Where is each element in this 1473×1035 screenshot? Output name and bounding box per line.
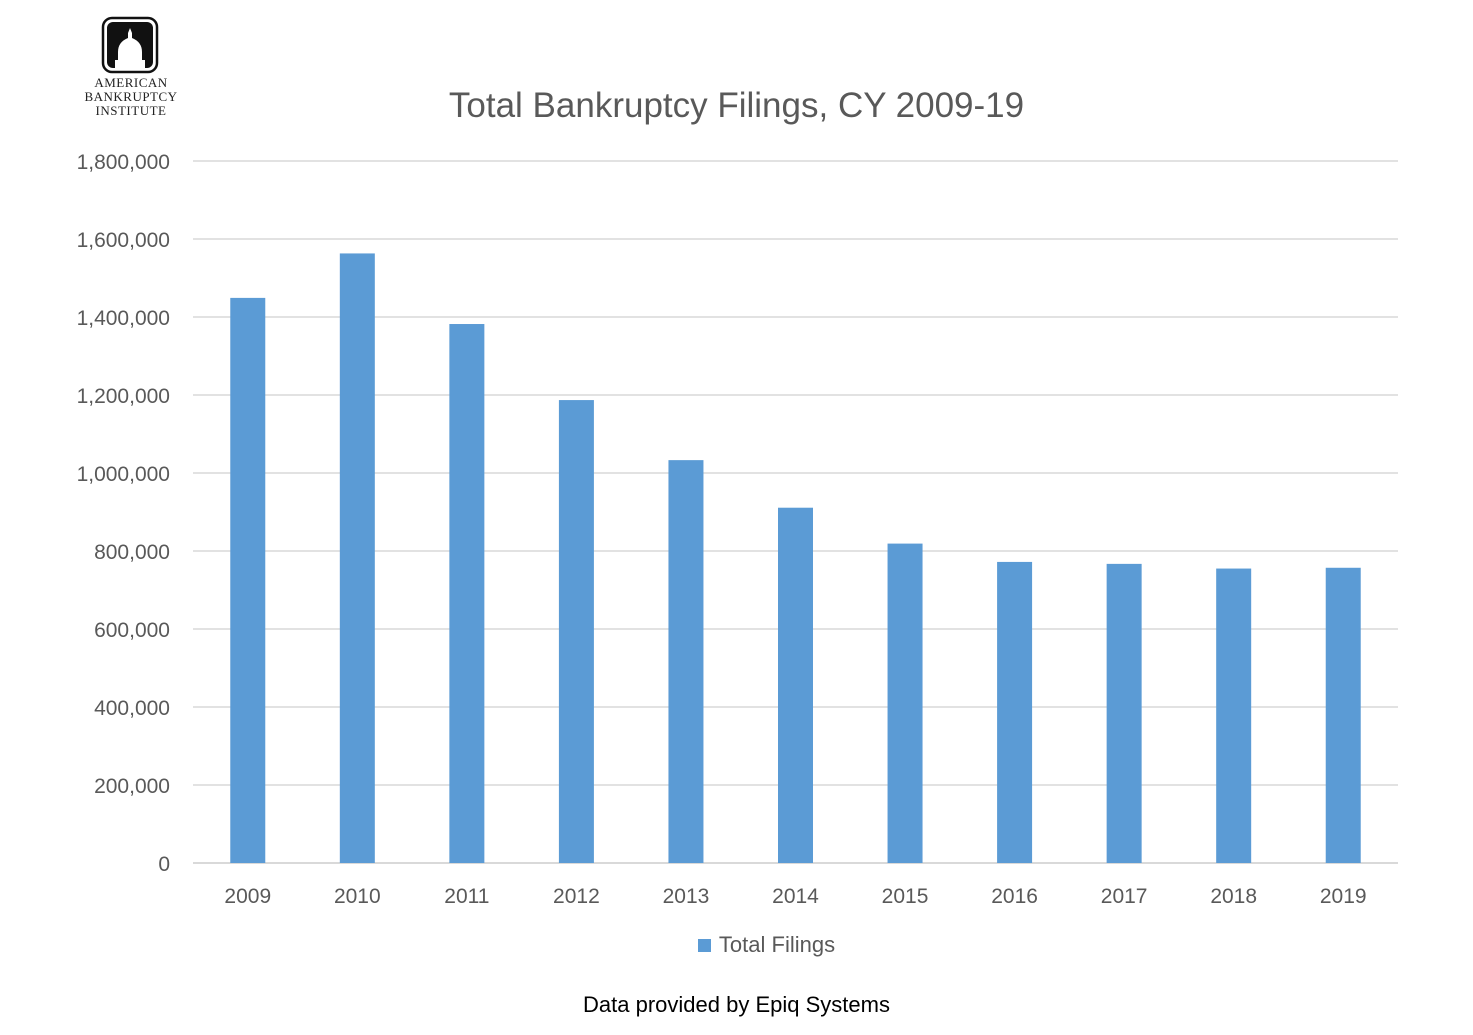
- x-tick-label: 2017: [1101, 885, 1148, 908]
- y-tick-label: 1,600,000: [77, 229, 170, 252]
- logo-text-line: BANKRUPTCY: [84, 89, 178, 104]
- y-tick-label: 0: [158, 853, 170, 876]
- logo-text-line: INSTITUTE: [95, 103, 167, 118]
- bar-2019: [1325, 567, 1361, 863]
- bar-2011: [449, 324, 485, 863]
- y-tick-label: 1,800,000: [77, 151, 170, 174]
- capitol-dome-icon: [101, 16, 159, 74]
- bar-2012: [558, 400, 594, 863]
- y-tick-label: 800,000: [94, 541, 170, 564]
- y-tick-label: 600,000: [94, 619, 170, 642]
- x-tick-label: 2013: [663, 885, 710, 908]
- bar-2009: [230, 297, 266, 863]
- x-axis-ticks: 2009 2010 2011 2012 2013 2014 2015 2016 2017 2018…: [224, 885, 1366, 908]
- y-tick-label: 200,000: [94, 775, 170, 798]
- bar-2010: [339, 253, 375, 863]
- x-tick-label: 2010: [334, 885, 381, 908]
- bar-2014: [778, 507, 813, 863]
- x-tick-label: 2018: [1210, 885, 1257, 908]
- chart-title: Total Bankruptcy Filings, CY 2009-19: [448, 86, 1025, 125]
- data-source-note: Data provided by Epiq Systems: [583, 992, 890, 1017]
- bars: [230, 253, 1361, 863]
- y-tick-label: 1,000,000: [77, 463, 170, 486]
- bar-2018: [1216, 568, 1252, 863]
- y-tick-label: 400,000: [94, 697, 170, 720]
- y-tick-label: 1,200,000: [77, 385, 170, 408]
- x-tick-label: 2012: [553, 885, 600, 908]
- legend: Total Filings: [0, 932, 1473, 958]
- bar-2017: [1106, 563, 1142, 863]
- x-tick-label: 2016: [991, 885, 1038, 908]
- legend-label: Total Filings: [718, 932, 836, 957]
- logo: AMERICAN BANKRUPTCY INSTITUTE: [76, 14, 186, 124]
- bar-2013: [668, 460, 704, 863]
- y-tick-label: 1,400,000: [77, 307, 170, 330]
- x-tick-label: 2011: [444, 885, 489, 908]
- x-tick-label: 2019: [1320, 885, 1367, 908]
- x-tick-label: 2014: [772, 885, 819, 908]
- x-tick-label: 2015: [882, 885, 929, 908]
- logo-text-line: AMERICAN: [94, 75, 168, 90]
- x-tick-label: 2009: [224, 885, 271, 908]
- bar-2015: [887, 543, 923, 863]
- y-axis-ticks: 0 200,000 400,000 600,000 800,000 1,000,000 1,…: [77, 151, 170, 876]
- legend-swatch: [697, 938, 711, 952]
- bar-2016: [997, 561, 1033, 863]
